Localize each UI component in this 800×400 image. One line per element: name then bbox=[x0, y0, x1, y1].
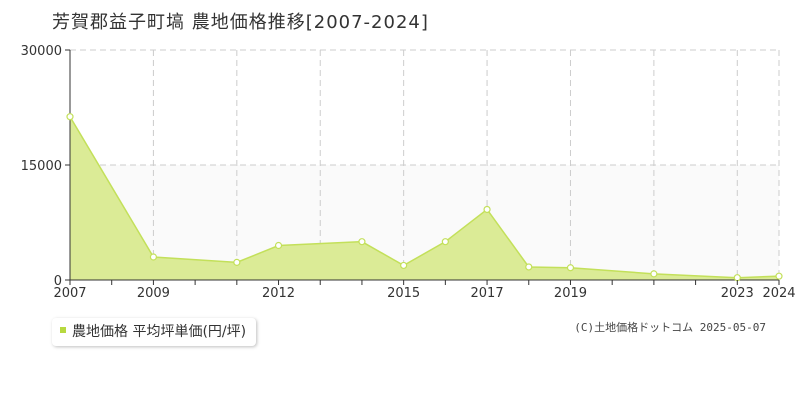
data-point bbox=[233, 258, 241, 266]
data-points bbox=[66, 113, 783, 282]
x-tick-label: 2012 bbox=[262, 286, 295, 301]
y-tick-label: 15000 bbox=[21, 159, 62, 174]
x-tick-labels: 2007 2009 2012 2015 2017 2019 2023 2024 bbox=[53, 280, 796, 301]
y-tick-label: 30000 bbox=[21, 44, 62, 59]
data-point bbox=[566, 264, 575, 272]
series-area bbox=[70, 116, 779, 280]
x-tick-label: 2019 bbox=[554, 286, 587, 301]
data-point bbox=[525, 263, 533, 271]
legend-swatch bbox=[60, 327, 66, 333]
y-tick-labels: 0 15000 30000 bbox=[21, 44, 70, 289]
data-point bbox=[483, 205, 491, 214]
credit-text: (C)土地価格ドットコム 2025-05-07 bbox=[574, 321, 766, 334]
data-point bbox=[66, 113, 74, 121]
x-tick-label: 2017 bbox=[471, 286, 504, 301]
legend: 農地価格 平均坪単価(円/坪) bbox=[52, 318, 257, 346]
data-point bbox=[733, 274, 741, 282]
x-tick-label: 2007 bbox=[53, 286, 86, 301]
x-tick-label: 2015 bbox=[387, 286, 420, 301]
horizontal-grid bbox=[70, 49, 779, 166]
data-point bbox=[274, 241, 283, 250]
x-tick-label: 2023 bbox=[721, 286, 754, 301]
data-point bbox=[358, 238, 366, 246]
data-point bbox=[650, 270, 658, 278]
chart-title: 芳賀郡益子町塙 農地価格推移[2007-2024] bbox=[52, 12, 429, 33]
data-point bbox=[775, 272, 783, 280]
data-point bbox=[441, 238, 449, 246]
legend-label: 農地価格 平均坪単価(円/坪) bbox=[72, 324, 247, 340]
x-tick-label: 2024 bbox=[762, 286, 795, 301]
y-tick-label: 0 bbox=[54, 274, 62, 289]
x-tick-label: 2009 bbox=[137, 286, 170, 301]
data-point bbox=[400, 261, 408, 270]
data-point bbox=[149, 253, 158, 261]
